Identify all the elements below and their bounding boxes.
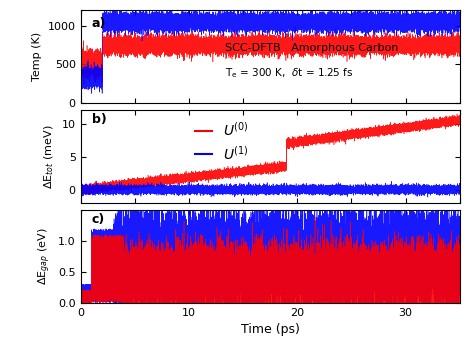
Text: SCC-DFTB   Amorphous Carbon: SCC-DFTB Amorphous Carbon	[225, 43, 398, 53]
Y-axis label: Temp (K): Temp (K)	[32, 32, 42, 81]
Text: c): c)	[92, 213, 105, 226]
Text: T$_\mathrm{e}$ = 300 K,  $\delta$t = 1.25 fs: T$_\mathrm{e}$ = 300 K, $\delta$t = 1.25…	[225, 66, 353, 80]
Text: a): a)	[92, 17, 106, 30]
Legend: $\mathbf{\mathit{U}}^{(0)}$, $\mathbf{\mathit{U}}^{(1)}$: $\mathbf{\mathit{U}}^{(0)}$, $\mathbf{\m…	[190, 116, 254, 168]
Y-axis label: ΔE$_{tot}$ (meV): ΔE$_{tot}$ (meV)	[43, 124, 56, 189]
Text: b): b)	[92, 113, 107, 126]
X-axis label: Time (ps): Time (ps)	[241, 323, 300, 336]
Y-axis label: ΔE$_{gap}$ (eV): ΔE$_{gap}$ (eV)	[36, 228, 53, 285]
